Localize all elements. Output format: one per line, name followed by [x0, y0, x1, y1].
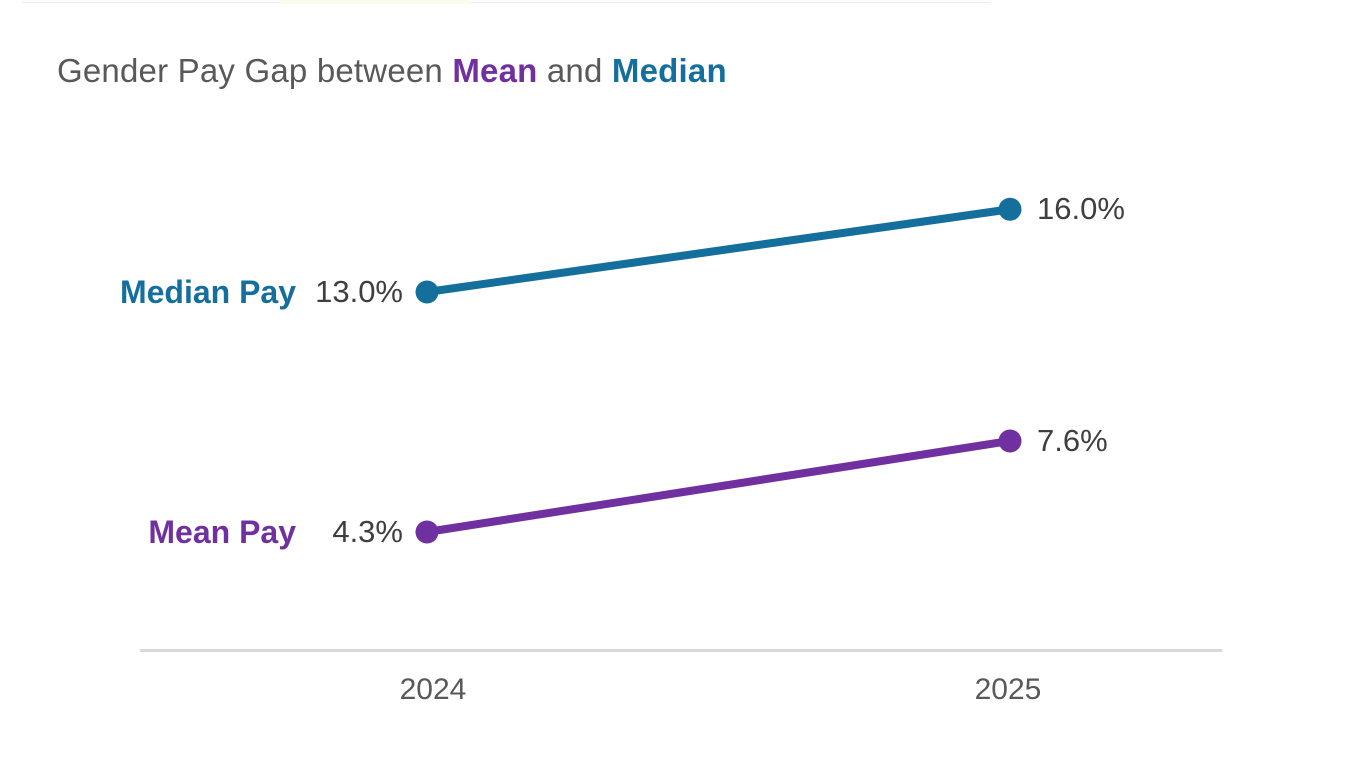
data-label-mean-2024: 4.3%: [332, 514, 403, 549]
chart-title: Gender Pay Gap between Mean and Median: [57, 52, 727, 90]
title-mean-word: Mean: [452, 52, 538, 89]
artifact-line: [22, 2, 990, 3]
title-prefix: Gender Pay Gap between: [57, 52, 453, 89]
data-label-mean-2025: 7.6%: [1037, 422, 1108, 458]
series-label-median-pay: Median Pay: [119, 274, 296, 310]
x-axis-line: [140, 649, 1222, 652]
data-label-median-2025: 16.0%: [1037, 191, 1125, 227]
x-tick-2024: 2024: [399, 673, 467, 706]
top-edge-artifact: [0, 0, 1351, 5]
x-tick-2025: 2025: [974, 673, 1042, 706]
artifact-cream-segment: [280, 0, 470, 4]
data-label-median-2024: 13.0%: [315, 274, 403, 309]
series-label-mean-pay: Mean Pay: [148, 514, 296, 550]
title-median-word: Median: [611, 52, 727, 89]
title-connector: and: [537, 52, 612, 89]
